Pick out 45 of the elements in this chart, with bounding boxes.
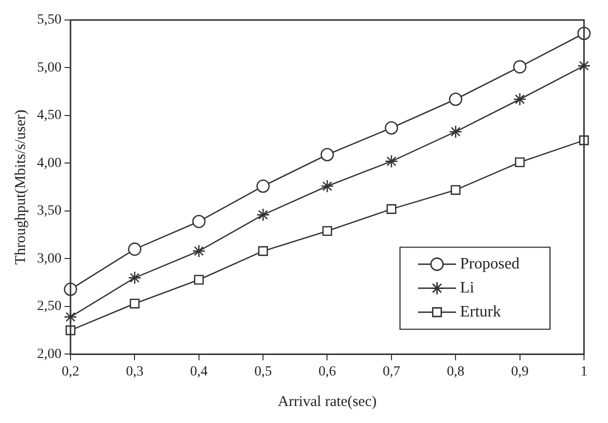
point: [448, 125, 462, 138]
y-tick-label: 5,00: [37, 60, 62, 76]
x-tick-label: 0,4: [190, 364, 208, 380]
point: [256, 208, 270, 222]
point: [577, 59, 591, 72]
point: [194, 274, 204, 285]
point: [513, 60, 526, 74]
point: [128, 271, 142, 284]
point: [450, 185, 461, 195]
point: [384, 121, 398, 135]
legend-label: Li: [460, 279, 475, 296]
point: [320, 148, 334, 162]
point: [128, 242, 142, 256]
point: [320, 179, 334, 193]
point: [256, 179, 270, 193]
point: [192, 244, 206, 258]
y-tick-label: 2,00: [37, 346, 62, 362]
y-tick-label: 5,50: [37, 12, 62, 28]
y-axis-title: Throughput(Mbits/s/user): [12, 110, 29, 265]
x-tick-label: 0,6: [318, 364, 336, 380]
point: [386, 204, 396, 214]
point: [64, 310, 78, 324]
point: [513, 92, 526, 106]
point: [192, 214, 206, 228]
legend-label: Erturk: [460, 303, 501, 320]
x-tick-label: 0,3: [126, 364, 144, 380]
point: [514, 157, 525, 168]
y-tick-label: 3,00: [37, 251, 62, 266]
x-tick-label: 1: [580, 364, 588, 380]
point: [258, 246, 268, 256]
x-axis-title: Arrival rate(sec): [278, 394, 377, 410]
point: [448, 92, 462, 106]
x-tick-label: 0,7: [382, 364, 400, 380]
point: [322, 226, 332, 236]
y-tick-label: 3,50: [37, 204, 62, 219]
x-tick-label: 0,8: [446, 364, 464, 380]
x-tick-label: 0,2: [62, 364, 80, 380]
y-tick-label: 4,50: [37, 108, 62, 124]
point: [130, 298, 140, 308]
y-tick-label: 2,50: [37, 299, 62, 314]
legend-label: Proposed: [460, 255, 520, 272]
x-tick-label: 0,9: [511, 364, 529, 380]
point: [384, 154, 398, 168]
y-tick-label: 4,00: [37, 156, 62, 171]
x-tick-label: 0,5: [254, 364, 272, 380]
